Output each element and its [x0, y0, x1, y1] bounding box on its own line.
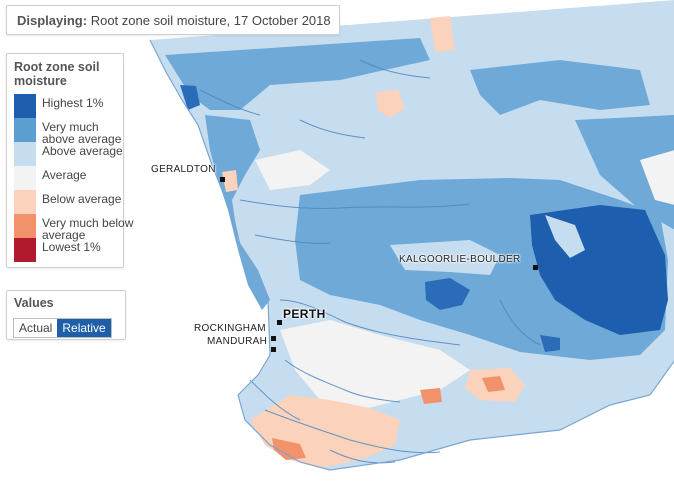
- mandurah-label: MANDURAH: [207, 336, 268, 347]
- below-average-north: [376, 90, 405, 118]
- coastline: [149, 39, 674, 471]
- legend-swatch: [14, 190, 36, 214]
- rivers: [199, 59, 541, 464]
- average-east-white: [640, 150, 674, 205]
- above-central-patch: [390, 240, 500, 275]
- legend-label: Very much above average: [42, 120, 122, 146]
- legend-label: Below average: [42, 192, 122, 206]
- very-much-below-southeast: [482, 376, 505, 392]
- legend-list: Highest 1% Very much above average Above…: [14, 94, 133, 262]
- legend-label: Very much below average: [42, 216, 134, 242]
- legend-item-lowest: Lowest 1%: [14, 238, 123, 262]
- below-average-geraldton: [222, 170, 238, 192]
- legend-swatch: [14, 166, 36, 190]
- legend-item-very-much-below: Very much below average: [14, 214, 133, 241]
- relative-button[interactable]: Relative: [57, 319, 111, 337]
- highest-northwest: [180, 85, 200, 110]
- values-toggle[interactable]: Actual Relative: [13, 318, 112, 338]
- legend-swatch: [14, 94, 36, 118]
- highest-central: [425, 278, 470, 310]
- legend-item-highest: Highest 1%: [14, 94, 123, 118]
- legend-item-below: Below average: [14, 190, 123, 214]
- very-much-above-west-coast: [205, 115, 270, 310]
- displaying-label: Displaying:: [17, 13, 88, 28]
- legend-swatch: [14, 142, 36, 166]
- average-south: [280, 320, 470, 410]
- actual-button[interactable]: Actual: [14, 319, 58, 337]
- kalgoorlie-marker[interactable]: [533, 265, 538, 270]
- rockingham-label: ROCKINGHAM: [194, 323, 266, 334]
- legend-item-very-much-above: Very much above average: [14, 118, 123, 145]
- legend-panel: Root zone soil moisture Highest 1% Very …: [6, 53, 133, 268]
- legend-title: Root zone soil moisture: [14, 60, 100, 88]
- legend-item-above: Above average: [14, 142, 123, 166]
- very-much-above-east: [575, 115, 674, 230]
- legend-label: Highest 1%: [42, 96, 104, 110]
- perth-marker[interactable]: [277, 320, 282, 325]
- average-north-white: [255, 150, 330, 190]
- values-title: Values: [14, 296, 54, 310]
- legend-item-average: Average: [14, 166, 123, 190]
- legend-label: Above average: [42, 144, 123, 158]
- mandurah-marker[interactable]: [271, 347, 276, 352]
- very-much-below-central-south: [420, 388, 442, 404]
- displaying-value: Root zone soil moisture, 17 October 2018: [90, 13, 331, 28]
- highest-south: [540, 335, 560, 352]
- geraldton-marker[interactable]: [220, 177, 225, 182]
- kalgoorlie-label: KALGOORLIE-BOULDER: [399, 254, 521, 265]
- below-average-northeast: [430, 16, 455, 52]
- very-much-above-northeast: [470, 60, 650, 115]
- values-panel: Values Actual Relative: [6, 290, 126, 340]
- displaying-panel: Displaying: Root zone soil moisture, 17 …: [6, 5, 340, 35]
- legend-label: Average: [42, 168, 87, 182]
- very-much-above-north: [165, 38, 430, 110]
- legend-label: Lowest 1%: [42, 240, 101, 254]
- geraldton-label: GERALDTON: [151, 164, 216, 175]
- perth-label: PERTH: [283, 307, 326, 321]
- very-much-below-south: [272, 438, 306, 460]
- above-interior-patch: [545, 215, 585, 258]
- legend-swatch: [14, 214, 36, 238]
- legend-swatch: [14, 118, 36, 142]
- rockingham-marker[interactable]: [271, 336, 276, 341]
- legend-swatch: [14, 238, 36, 262]
